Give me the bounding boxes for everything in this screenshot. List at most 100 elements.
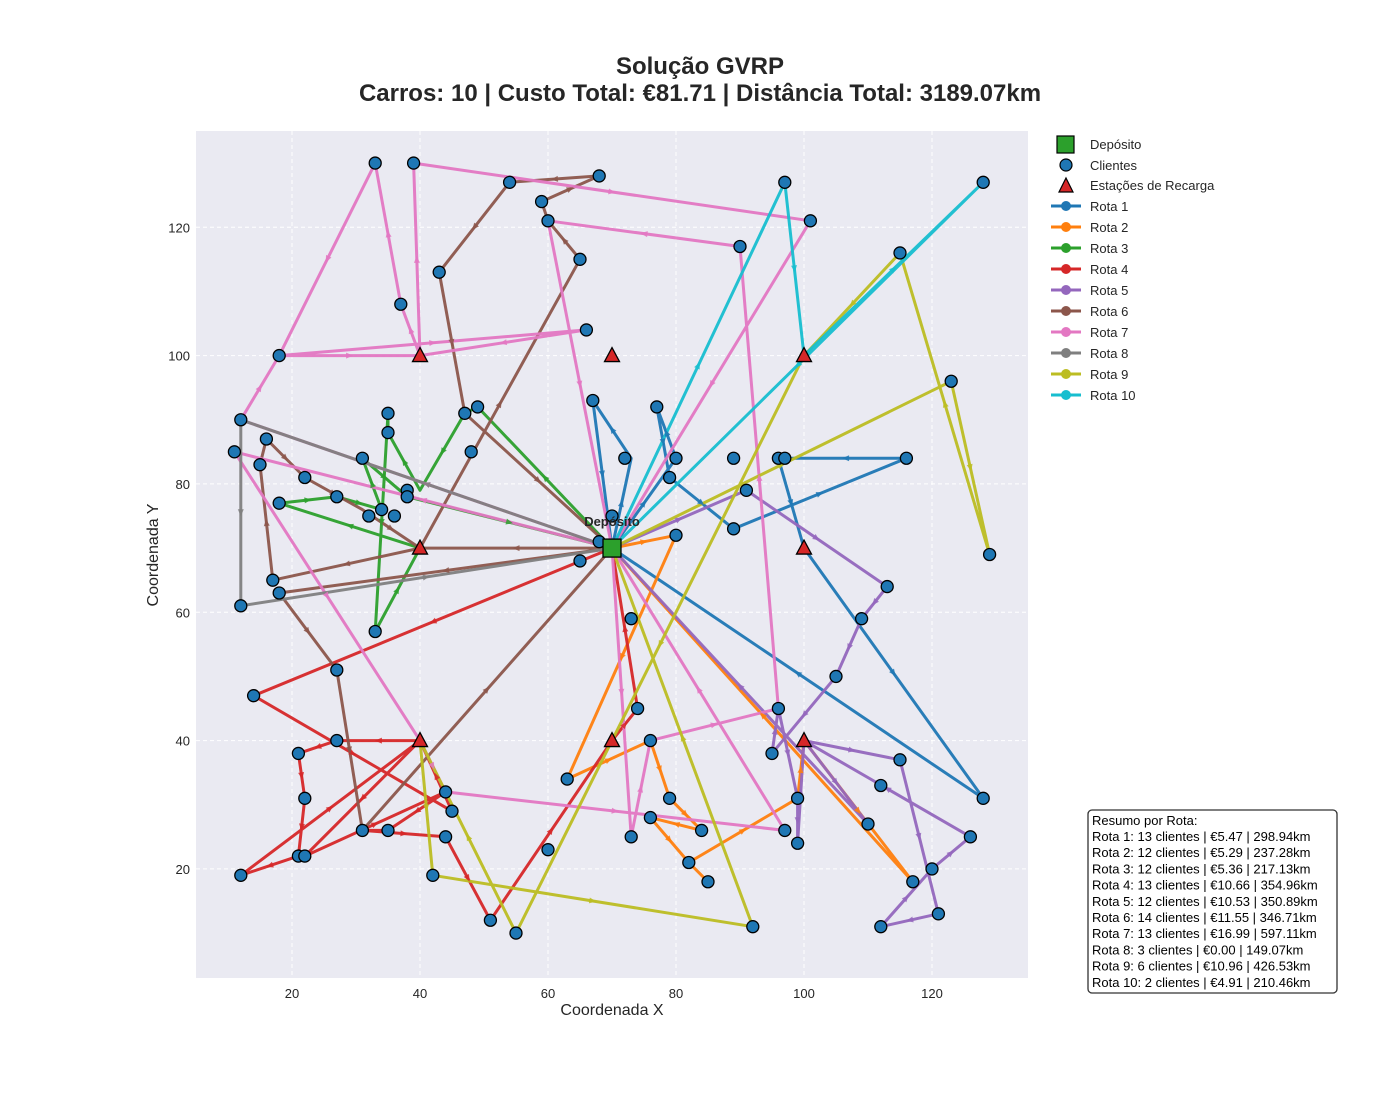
route-arrow bbox=[946, 850, 954, 858]
x-tick-label: 40 bbox=[413, 986, 427, 1001]
route-arrow bbox=[608, 188, 616, 195]
client-point bbox=[458, 406, 472, 420]
client-point bbox=[509, 926, 523, 940]
route-arrow bbox=[831, 777, 839, 786]
client-point bbox=[790, 836, 805, 850]
route-arrow bbox=[495, 400, 502, 409]
legend-route-marker bbox=[1061, 264, 1071, 274]
client-point bbox=[355, 451, 370, 465]
client-point bbox=[483, 913, 498, 927]
client-point bbox=[662, 791, 677, 805]
clients-layer bbox=[227, 156, 997, 940]
x-tick-label: 80 bbox=[669, 986, 683, 1001]
legend-route-marker bbox=[1061, 327, 1071, 337]
client-point bbox=[643, 810, 658, 825]
client-point bbox=[298, 849, 312, 863]
route-arrows-layer bbox=[237, 175, 973, 923]
x-tick-label: 20 bbox=[285, 986, 299, 1001]
route-arrow bbox=[386, 524, 395, 531]
legend-route-marker bbox=[1061, 390, 1071, 400]
route-arrow bbox=[299, 823, 305, 831]
route-arrow bbox=[576, 380, 583, 388]
client-point bbox=[234, 413, 248, 427]
route-arrow bbox=[787, 498, 794, 507]
legend-stations-marker bbox=[1058, 176, 1074, 193]
summary-line: Rota 6: 14 clientes | €11.55 | 346.71km bbox=[1092, 910, 1317, 925]
route-arrow bbox=[393, 586, 400, 595]
y-tick-label: 80 bbox=[176, 477, 190, 492]
client-point bbox=[227, 445, 242, 459]
client-point bbox=[854, 612, 869, 626]
route-arrow bbox=[281, 453, 289, 461]
client-point bbox=[976, 175, 990, 189]
route-arrow bbox=[423, 804, 430, 812]
station-marker bbox=[603, 731, 621, 748]
summary-line: Rota 1: 13 clientes | €5.47 | 298.94km bbox=[1092, 829, 1311, 844]
route-arrow bbox=[408, 326, 415, 335]
client-point bbox=[432, 265, 446, 279]
client-point bbox=[829, 669, 843, 684]
route-arrow bbox=[400, 830, 408, 837]
y-axis-label: Coordenada Y bbox=[145, 503, 162, 606]
client-point bbox=[899, 451, 914, 465]
legend-route-marker bbox=[1061, 285, 1071, 295]
client-point bbox=[541, 214, 555, 228]
legend-route-label: Rota 3 bbox=[1090, 241, 1128, 256]
route-arrow bbox=[791, 265, 797, 273]
route-arrow bbox=[604, 758, 612, 765]
summary-frame bbox=[1087, 809, 1338, 994]
summary-line: Rota 8: 3 clientes | €0.00 | 149.07km bbox=[1092, 942, 1303, 957]
client-point bbox=[438, 785, 453, 799]
route-arrow bbox=[346, 523, 354, 530]
route-arrow bbox=[915, 832, 922, 841]
route-arrow bbox=[694, 362, 700, 370]
route-arrow bbox=[639, 539, 648, 546]
route-arrow bbox=[656, 765, 662, 773]
client-point bbox=[944, 374, 958, 388]
client-point bbox=[746, 920, 760, 934]
client-point bbox=[394, 297, 408, 311]
route-arrow bbox=[266, 861, 274, 868]
client-point bbox=[234, 599, 248, 613]
y-tick-label: 100 bbox=[168, 349, 190, 364]
route-arrow bbox=[434, 772, 441, 781]
route-arrow bbox=[413, 806, 422, 814]
client-point bbox=[234, 868, 248, 882]
route-arrow bbox=[889, 668, 896, 677]
route-arrow bbox=[664, 429, 671, 437]
route-arrow bbox=[611, 807, 619, 814]
client-point bbox=[381, 425, 395, 440]
route-arrow bbox=[842, 455, 850, 462]
route-arrow bbox=[966, 463, 973, 472]
route-arrow bbox=[322, 591, 330, 600]
route-arrow bbox=[346, 352, 354, 359]
client-point bbox=[534, 194, 549, 209]
client-point bbox=[906, 875, 920, 889]
summary-line: Rota 10: 2 clientes | €4.91 | 210.46km bbox=[1092, 975, 1311, 990]
summary-title: Resumo por Rota: bbox=[1092, 813, 1198, 828]
client-point bbox=[701, 875, 715, 889]
client-point bbox=[541, 843, 555, 857]
client-point bbox=[931, 907, 946, 921]
client-point bbox=[298, 470, 312, 485]
route-arrow bbox=[797, 765, 804, 774]
route-arrow bbox=[853, 806, 861, 814]
route-arrow bbox=[542, 474, 550, 483]
client-point bbox=[502, 175, 517, 189]
route-arrow bbox=[696, 686, 703, 694]
route-arrow bbox=[561, 237, 569, 245]
station-marker bbox=[411, 731, 429, 748]
client-point bbox=[330, 490, 344, 504]
legend-depot-marker bbox=[1056, 135, 1075, 154]
legend-route-label: Rota 5 bbox=[1090, 283, 1128, 298]
legend-route-marker bbox=[1061, 306, 1071, 316]
legend-route-label: Rota 9 bbox=[1090, 367, 1128, 382]
route-arrow bbox=[696, 498, 705, 506]
route-arrow bbox=[801, 710, 809, 718]
client-point bbox=[426, 868, 440, 882]
client-point bbox=[272, 348, 286, 363]
route-arrow bbox=[771, 727, 778, 735]
route-arrow bbox=[428, 761, 435, 770]
route-arrow bbox=[710, 722, 718, 729]
client-point bbox=[368, 624, 382, 639]
